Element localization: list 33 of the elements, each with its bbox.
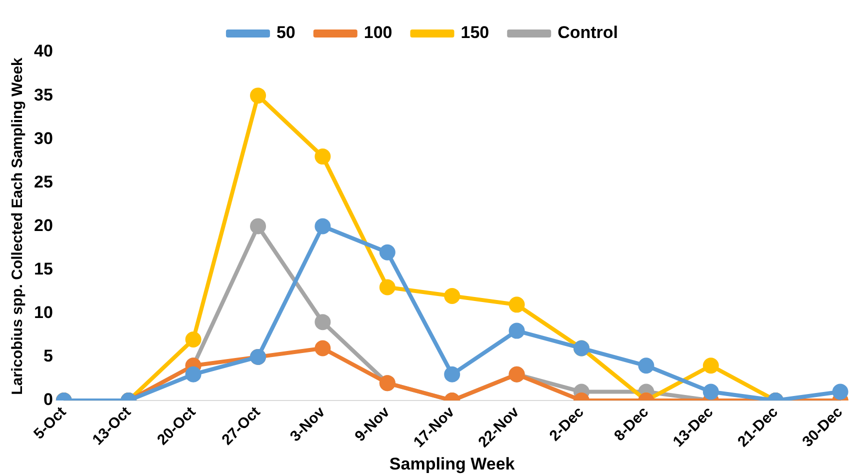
x-axis-title: Sampling Week [389, 454, 516, 474]
point [314, 340, 331, 356]
point [250, 88, 266, 104]
y-tick-label: 40 [34, 42, 53, 61]
y-tick-label: 30 [34, 128, 53, 148]
point [379, 279, 396, 296]
y-tick-label: 25 [34, 172, 53, 192]
legend-label: 50 [276, 23, 296, 42]
legend-label: 100 [364, 23, 392, 42]
point [314, 314, 331, 330]
y-tick-label: 35 [34, 85, 53, 104]
y-axis-title: Laricobius spp. Collected Each Sampling Week [9, 56, 26, 395]
point [379, 244, 396, 260]
point [250, 218, 266, 234]
point [702, 358, 719, 374]
y-tick-label: 10 [34, 303, 53, 322]
point [314, 148, 331, 165]
point [314, 218, 331, 234]
legend-label: Control [558, 23, 618, 42]
point [444, 366, 460, 382]
point [185, 366, 202, 382]
point [702, 384, 719, 400]
legend-label: 150 [460, 23, 490, 42]
y-tick-label: 0 [43, 390, 53, 410]
point [444, 288, 460, 304]
y-tick-label: 5 [43, 346, 53, 366]
y-tick-label: 15 [34, 260, 53, 279]
point [638, 358, 654, 374]
point [832, 384, 848, 400]
point [508, 296, 525, 313]
point [508, 322, 525, 339]
point [185, 332, 202, 348]
y-tick-label: 20 [34, 216, 53, 235]
